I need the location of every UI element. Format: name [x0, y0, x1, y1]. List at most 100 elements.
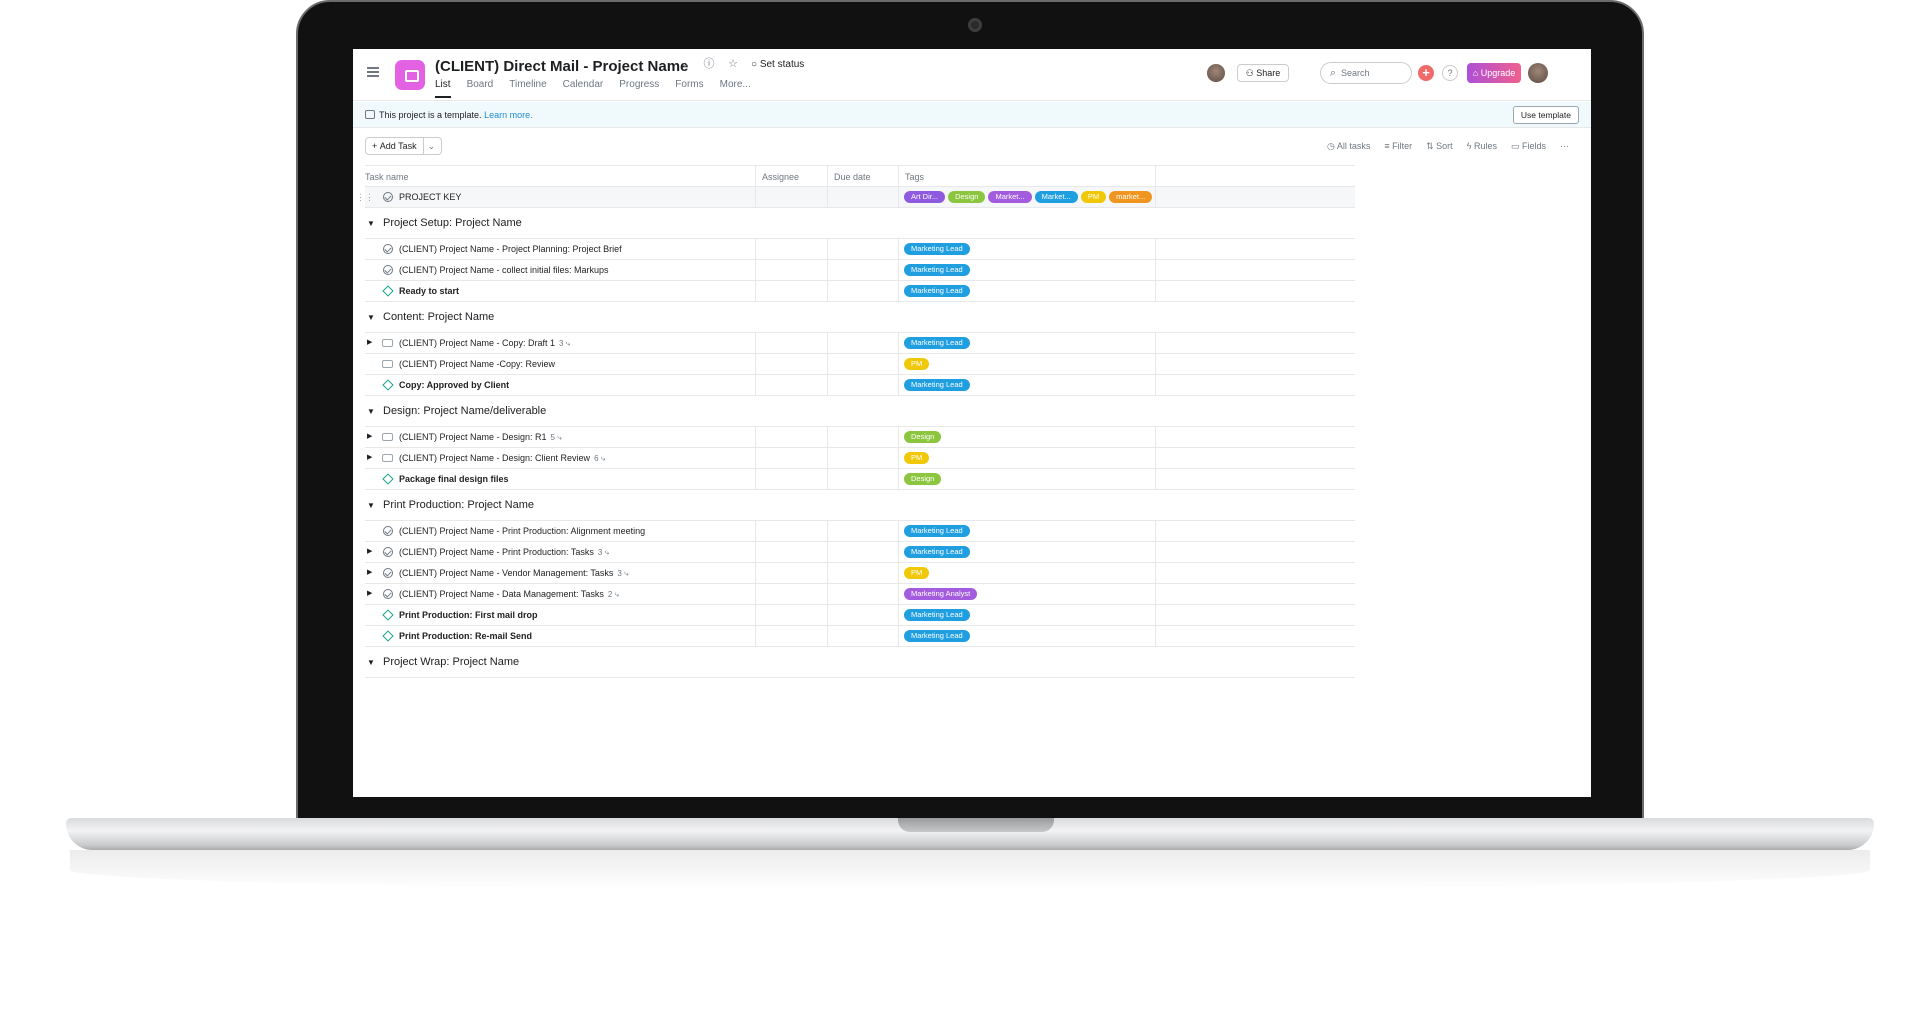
- approval-icon[interactable]: [382, 339, 393, 347]
- task-name[interactable]: Ready to start: [399, 281, 459, 301]
- tag[interactable]: Marketing Lead: [904, 630, 970, 642]
- tab-more[interactable]: More...: [719, 79, 751, 90]
- complete-check-icon[interactable]: [383, 568, 393, 578]
- tag[interactable]: Marketing Lead: [904, 243, 970, 255]
- all-tasks-button[interactable]: ◷ All tasks: [1326, 141, 1371, 151]
- task-name[interactable]: (CLIENT) Project Name - Design: R1 5 ⤷: [399, 427, 562, 448]
- expand-subtasks-icon[interactable]: ▶: [367, 454, 373, 461]
- section-title[interactable]: Content: Project Name: [383, 311, 495, 323]
- avatar[interactable]: [1207, 64, 1225, 82]
- info-icon[interactable]: ⓘ: [703, 58, 715, 70]
- section-title[interactable]: Print Production: Project Name: [383, 499, 535, 511]
- complete-check-icon[interactable]: [383, 265, 393, 275]
- table-row[interactable]: Print Production: Re-mail Send Marketing …: [365, 626, 1355, 647]
- tag[interactable]: Marketing Lead: [904, 285, 970, 297]
- complete-check-icon[interactable]: [383, 589, 393, 599]
- complete-check-icon[interactable]: [383, 192, 393, 202]
- tag[interactable]: Design: [904, 473, 942, 485]
- complete-check-icon[interactable]: [383, 526, 393, 536]
- task-name[interactable]: (CLIENT) Project Name -Copy: Review: [399, 354, 555, 374]
- more-options-icon[interactable]: ···: [1560, 141, 1569, 151]
- expand-subtasks-icon[interactable]: ▶: [367, 433, 373, 440]
- tag[interactable]: Market...: [988, 191, 1032, 203]
- star-icon[interactable]: ☆: [728, 58, 738, 70]
- collapse-triangle-icon[interactable]: ▼: [367, 658, 375, 667]
- tag[interactable]: Marketing Lead: [904, 337, 970, 349]
- menu-icon[interactable]: [367, 67, 379, 77]
- tag[interactable]: Market...: [1034, 191, 1078, 203]
- task-name[interactable]: (CLIENT) Project Name - Print Production…: [399, 542, 609, 563]
- quick-add-button[interactable]: +: [1418, 65, 1434, 81]
- table-row[interactable]: Copy: Approved by Client Marketing Lead: [365, 375, 1355, 396]
- task-name[interactable]: (CLIENT) Project Name - Project Planning…: [399, 239, 622, 259]
- approval-icon[interactable]: [382, 433, 393, 441]
- upgrade-button[interactable]: ⌂ Upgrade: [1467, 63, 1521, 83]
- section-title[interactable]: Design: Project Name/deliverable: [383, 405, 547, 417]
- add-task-dropdown-icon[interactable]: ⌄: [422, 138, 435, 154]
- drag-handle-icon[interactable]: ⋮⋮: [356, 192, 374, 202]
- section-header[interactable]: ▼ Project Wrap: Project Name: [365, 647, 1355, 678]
- expand-subtasks-icon[interactable]: ▶: [367, 339, 373, 346]
- table-row[interactable]: (CLIENT) Project Name - collect initial …: [365, 260, 1355, 281]
- tag[interactable]: Marketing Analyst: [904, 588, 978, 600]
- expand-subtasks-icon[interactable]: ▶: [367, 590, 373, 597]
- rules-button[interactable]: ϟ Rules: [1466, 141, 1497, 151]
- table-row[interactable]: ▶ (CLIENT) Project Name - Vendor Manageme…: [365, 563, 1355, 584]
- task-name[interactable]: PROJECT KEY: [399, 192, 462, 202]
- table-row[interactable]: (CLIENT) Project Name -Copy: Review PM: [365, 354, 1355, 375]
- approval-icon[interactable]: [382, 360, 393, 368]
- milestone-icon[interactable]: [382, 285, 394, 297]
- complete-check-icon[interactable]: [383, 244, 393, 254]
- tag[interactable]: PM: [1080, 191, 1107, 203]
- table-row[interactable]: (CLIENT) Project Name - Print Production…: [365, 521, 1355, 542]
- tag[interactable]: Marketing Lead: [904, 525, 970, 537]
- task-name[interactable]: Print Production: First mail drop: [399, 605, 538, 625]
- milestone-icon[interactable]: [382, 379, 394, 391]
- milestone-icon[interactable]: [382, 609, 394, 621]
- task-name[interactable]: (CLIENT) Project Name - Vendor Managemen…: [399, 563, 629, 584]
- tab-timeline[interactable]: Timeline: [509, 79, 547, 90]
- tab-list[interactable]: List: [435, 79, 451, 98]
- expand-subtasks-icon[interactable]: ▶: [367, 548, 373, 555]
- expand-subtasks-icon[interactable]: ▶: [367, 569, 373, 576]
- task-name[interactable]: (CLIENT) Project Name - collect initial …: [399, 260, 609, 280]
- add-task-button[interactable]: + Add Task ⌄: [365, 137, 443, 155]
- column-tags[interactable]: Tags: [898, 166, 1155, 186]
- milestone-icon[interactable]: [382, 473, 394, 485]
- help-button[interactable]: ?: [1442, 65, 1458, 81]
- tag[interactable]: PM: [904, 358, 930, 370]
- task-name[interactable]: (CLIENT) Project Name - Design: Client R…: [399, 448, 605, 469]
- fields-button[interactable]: ▭ Fields: [1510, 141, 1546, 151]
- approval-icon[interactable]: [382, 454, 393, 462]
- task-name[interactable]: (CLIENT) Project Name - Print Production…: [399, 521, 645, 541]
- tab-calendar[interactable]: Calendar: [562, 79, 604, 90]
- tab-board[interactable]: Board: [466, 79, 494, 90]
- user-avatar[interactable]: [1528, 63, 1548, 83]
- tab-forms[interactable]: Forms: [675, 79, 704, 90]
- complete-check-icon[interactable]: [383, 547, 393, 557]
- table-row[interactable]: ⋮⋮ PROJECT KEY Art Dir... Design Market...…: [356, 187, 1355, 208]
- tag[interactable]: Design: [948, 191, 986, 203]
- collapse-triangle-icon[interactable]: ▼: [367, 219, 375, 228]
- task-name[interactable]: Print Production: Re-mail Send: [399, 626, 532, 646]
- tag[interactable]: PM: [904, 567, 930, 579]
- column-due-date[interactable]: Due date: [827, 166, 898, 186]
- tag[interactable]: PM: [904, 452, 930, 464]
- task-name[interactable]: Copy: Approved by Client: [399, 375, 509, 395]
- sort-button[interactable]: ⇅ Sort: [1426, 141, 1453, 151]
- tag[interactable]: Marketing Lead: [904, 546, 970, 558]
- use-template-button[interactable]: Use template: [1512, 106, 1579, 124]
- table-row[interactable]: ▶ (CLIENT) Project Name - Data Management…: [365, 584, 1355, 605]
- column-assignee[interactable]: Assignee: [755, 166, 827, 186]
- tag[interactable]: Marketing Lead: [904, 379, 970, 391]
- project-title[interactable]: (CLIENT) Direct Mail - Project Name: [435, 58, 689, 75]
- column-task-name[interactable]: Task name: [365, 172, 409, 182]
- section-header[interactable]: ▼ Design: Project Name/deliverable: [365, 396, 1355, 427]
- tab-progress[interactable]: Progress: [619, 79, 660, 90]
- tag[interactable]: Marketing Lead: [904, 609, 970, 621]
- tag[interactable]: Art Dir...: [904, 191, 946, 203]
- filter-button[interactable]: ≡ Filter: [1384, 141, 1413, 151]
- search-input[interactable]: ⌕ Search: [1320, 62, 1412, 84]
